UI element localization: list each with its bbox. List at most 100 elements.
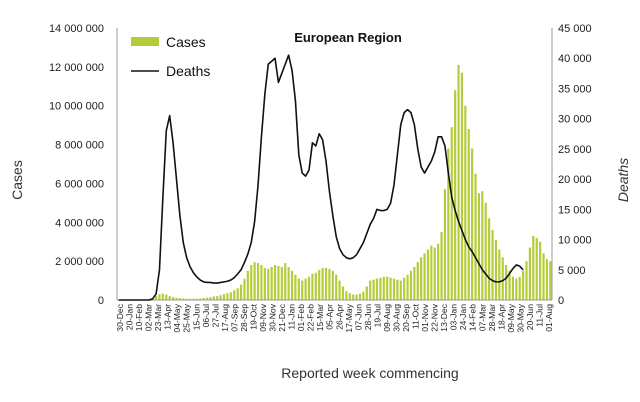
- x-tick-label: 25-May: [182, 303, 192, 332]
- cases-bar: [165, 294, 168, 300]
- x-tick-label: 01-Feb: [296, 304, 306, 331]
- cases-bar: [277, 266, 280, 300]
- x-ticks: 30-Dec 20-Jan 10-Feb 02-Mar 23-Mar 13-Apr 04-M…: [115, 303, 554, 332]
- cases-bar: [348, 293, 351, 300]
- right-y-ticks: 0 5 000 10 000 15 000 20 000 25 000 30 000 35 0…: [558, 23, 592, 307]
- x-tick-label: 23-Mar: [153, 304, 163, 331]
- cases-bar: [518, 276, 521, 300]
- cases-bar: [454, 90, 457, 300]
- legend: Cases Deaths: [131, 34, 210, 79]
- cases-bar: [318, 269, 321, 300]
- cases-bar: [263, 267, 266, 300]
- x-tick-label: 21-Dec: [277, 303, 287, 331]
- cases-bar: [270, 266, 273, 300]
- cases-bar: [474, 173, 477, 300]
- y-tick-label: 10 000 000: [49, 101, 104, 113]
- x-tick-label: 07-Jun: [353, 304, 363, 330]
- y-tick-label: 12 000 000: [49, 62, 104, 74]
- cases-bar: [253, 262, 256, 300]
- cases-bar: [287, 266, 290, 300]
- cases-bar: [199, 298, 202, 300]
- x-tick-label: 14-Feb: [468, 304, 478, 331]
- x-tick-label: 30-Nov: [268, 303, 278, 331]
- x-tick-label: 15-Mar: [315, 304, 325, 331]
- cases-bar: [369, 280, 372, 300]
- cases-bar: [321, 267, 324, 300]
- cases-bar: [280, 266, 283, 300]
- cases-bar: [477, 193, 481, 300]
- cases-bar: [484, 202, 487, 300]
- x-tick-label: 01-Nov: [420, 303, 430, 331]
- cases-bar: [345, 291, 348, 300]
- cases-bar: [481, 191, 484, 300]
- cases-bar: [450, 127, 453, 300]
- cases-bar: [301, 280, 304, 300]
- y2-tick-label: 40 000: [558, 53, 592, 65]
- cases-bar: [355, 294, 358, 300]
- x-tick-label: 06-Jul: [201, 304, 211, 327]
- x-tick-label: 09-Aug: [382, 304, 392, 332]
- x-tick-label: 13-Dec: [439, 303, 449, 331]
- cases-bar: [331, 270, 334, 300]
- x-tick-label: 01-Aug: [544, 304, 554, 332]
- cases-bar: [491, 230, 494, 300]
- y-tick-label: 0: [98, 295, 104, 307]
- y-axis-title: Cases: [9, 160, 25, 200]
- x-tick-label: 03-Jan: [449, 304, 459, 330]
- cases-bar: [528, 247, 531, 300]
- cases-bar: [243, 278, 246, 300]
- cases-bar: [161, 293, 164, 300]
- x-axis-title: Reported week commencing: [281, 365, 458, 381]
- cases-bar: [209, 297, 212, 300]
- cases-bar: [457, 64, 460, 300]
- cases-bar: [324, 267, 328, 300]
- cases-bar: [413, 266, 416, 300]
- cases-bar: [158, 294, 161, 300]
- cases-bar: [403, 277, 406, 300]
- cases-bar: [372, 279, 375, 300]
- x-tick-label: 07-Sep: [229, 304, 239, 332]
- cases-bar: [297, 278, 300, 300]
- x-tick-label: 17-Aug: [220, 304, 230, 332]
- x-tick-label: 15-Jun: [191, 304, 201, 330]
- cases-bar: [539, 241, 542, 300]
- cases-bars: [151, 64, 552, 301]
- cases-bar: [508, 270, 511, 300]
- cases-bar: [352, 294, 355, 300]
- deaths-line: [118, 54, 524, 301]
- y2-tick-label: 15 000: [558, 204, 592, 216]
- cases-bar: [498, 249, 501, 300]
- cases-bar: [273, 265, 277, 300]
- cases-bar: [154, 296, 158, 300]
- cases-bar: [392, 278, 396, 300]
- x-tick-label: 19-Jul: [372, 304, 382, 327]
- cases-bar: [250, 265, 253, 300]
- cases-bar: [467, 129, 470, 300]
- cases-bar: [239, 284, 243, 300]
- x-tick-label: 07-Mar: [477, 304, 487, 331]
- cases-bar: [382, 276, 385, 300]
- cases-bar: [433, 247, 436, 300]
- y-tick-label: 6 000 000: [55, 178, 104, 190]
- cases-bar: [304, 278, 307, 300]
- y2-tick-label: 35 000: [558, 83, 592, 95]
- cases-bar: [182, 298, 185, 300]
- cases-bar: [532, 235, 535, 300]
- cases-bar: [341, 286, 345, 300]
- chart-title: European Region: [294, 30, 402, 45]
- cases-bar: [389, 277, 392, 300]
- cases-bar: [426, 249, 430, 300]
- cases-bar: [171, 297, 175, 300]
- cases-bar: [379, 277, 382, 300]
- cases-bar: [386, 276, 389, 300]
- cases-bar: [501, 257, 504, 300]
- cases-bar: [335, 274, 338, 300]
- y-tick-label: 8 000 000: [55, 140, 104, 152]
- legend-cases-swatch: [131, 37, 159, 46]
- x-tick-label: 28-Sep: [239, 304, 249, 332]
- cases-bar: [202, 298, 205, 300]
- x-tick-label: 30-May: [515, 303, 525, 332]
- cases-bar: [460, 72, 464, 300]
- cases-bar: [464, 105, 467, 301]
